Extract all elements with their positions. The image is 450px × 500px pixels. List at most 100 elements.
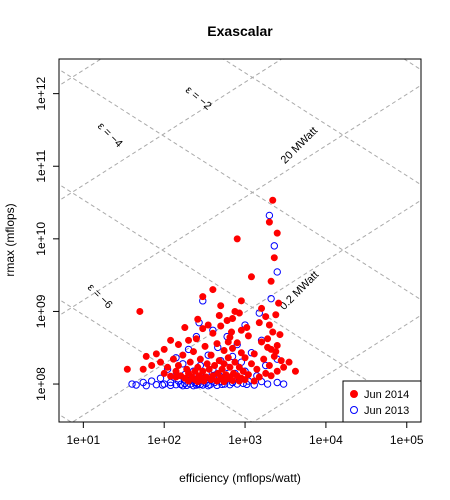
point-jun-2014 <box>269 196 277 204</box>
point-jun-2014 <box>272 348 280 356</box>
point-jun-2014 <box>160 345 168 353</box>
point-jun-2014 <box>275 299 283 307</box>
point-jun-2014 <box>291 367 299 375</box>
point-jun-2014 <box>235 309 243 317</box>
point-jun-2013 <box>204 381 212 390</box>
point-jun-2014 <box>215 311 223 319</box>
point-jun-2014 <box>194 378 202 386</box>
point-jun-2013 <box>152 380 161 389</box>
point-jun-2014 <box>169 355 177 363</box>
point-jun-2013 <box>279 380 288 388</box>
point-jun-2013 <box>132 381 140 389</box>
point-jun-2014 <box>250 350 258 358</box>
point-jun-2014 <box>152 350 160 358</box>
point-jun-2013 <box>265 211 274 220</box>
point-jun-2014 <box>277 357 285 365</box>
point-jun-2014 <box>205 365 213 373</box>
x-tick-label: 1e+03 <box>228 433 262 447</box>
point-jun-2014 <box>255 319 263 327</box>
point-jun-2014 <box>250 377 258 385</box>
point-jun-2014 <box>199 325 207 333</box>
point-jun-2014 <box>174 341 182 349</box>
point-jun-2014 <box>226 363 234 371</box>
annotation-label: 0.2 MWatt <box>278 269 322 313</box>
point-jun-2013 <box>263 380 272 388</box>
point-jun-2014 <box>280 363 288 371</box>
x-tick-label: 1e+04 <box>309 433 343 447</box>
annotation-label: 20 MWatt <box>279 125 320 166</box>
annotations: ε = −2 ε = −4 ε = −6 20 MWatt 0.2 MWatt <box>85 84 321 312</box>
point-jun-2014 <box>228 328 236 336</box>
point-jun-2013 <box>176 380 185 389</box>
point-jun-2014 <box>267 277 275 285</box>
point-jun-2014 <box>255 373 263 381</box>
x-tick-label: 1e+02 <box>147 433 181 447</box>
point-jun-2014 <box>189 348 197 356</box>
point-jun-2014 <box>233 235 241 243</box>
grid-line-falling <box>0 0 450 355</box>
point-jun-2014 <box>148 362 156 370</box>
point-jun-2014 <box>237 297 245 305</box>
point-jun-2014 <box>253 365 261 373</box>
point-jun-2014 <box>201 342 209 350</box>
point-jun-2014 <box>191 367 199 375</box>
data-points <box>123 196 299 390</box>
y-axis-label: rmax (mflops) <box>3 203 17 276</box>
point-jun-2014 <box>258 304 266 312</box>
point-jun-2014 <box>220 346 228 354</box>
point-jun-2014 <box>179 351 187 359</box>
legend-marker-jun-2013 <box>350 406 358 414</box>
point-jun-2014 <box>185 336 193 344</box>
legend: Jun 2014 Jun 2013 <box>342 380 422 423</box>
point-jun-2014 <box>186 358 194 366</box>
annotation-label: ε = −2 <box>183 84 214 112</box>
point-jun-2014 <box>218 365 226 373</box>
plot-frame <box>58 58 422 423</box>
point-jun-2014 <box>272 311 280 319</box>
point-jun-2013 <box>147 377 156 385</box>
point-jun-2014 <box>241 354 249 362</box>
point-jun-2014 <box>247 273 255 281</box>
point-jun-2013 <box>158 381 167 389</box>
x-axis-label: efficiency (mflops/watt) <box>179 471 301 485</box>
point-jun-2014 <box>241 376 249 384</box>
grid-line-falling <box>0 0 450 10</box>
point-jun-2013 <box>273 268 281 276</box>
point-jun-2014 <box>172 373 180 381</box>
point-jun-2014 <box>285 358 293 366</box>
point-jun-2014 <box>194 315 202 323</box>
point-jun-2014 <box>209 329 217 337</box>
point-jun-2014 <box>270 254 278 262</box>
point-jun-2014 <box>264 335 272 343</box>
point-jun-2014 <box>273 367 281 375</box>
point-jun-2014 <box>265 218 273 226</box>
point-jun-2014 <box>156 358 164 366</box>
x-axis: 1e+01 1e+02 1e+03 1e+04 1e+05 <box>66 422 424 447</box>
legend-box <box>342 380 422 423</box>
point-jun-2014 <box>229 376 237 384</box>
legend-label-jun-2013: Jun 2013 <box>364 405 409 417</box>
point-jun-2014 <box>213 377 221 385</box>
point-jun-2014 <box>223 317 231 325</box>
point-jun-2014 <box>199 293 207 301</box>
point-jun-2014 <box>235 377 243 385</box>
point-jun-2014 <box>174 362 182 370</box>
y-tick-label: 1e+10 <box>34 222 48 256</box>
point-jun-2014 <box>276 331 284 339</box>
point-jun-2013 <box>142 381 150 390</box>
point-jun-2014 <box>243 324 251 332</box>
point-jun-2014 <box>211 362 219 370</box>
point-jun-2014 <box>239 367 247 375</box>
chart-title: Exascalar <box>207 23 273 39</box>
y-tick-label: 1e+12 <box>34 76 48 110</box>
point-jun-2014 <box>237 349 245 357</box>
point-jun-2014 <box>217 322 225 330</box>
point-jun-2014 <box>215 357 223 365</box>
point-jun-2014 <box>142 352 150 360</box>
y-tick-label: 1e+08 <box>34 367 48 401</box>
y-axis: 1e+08 1e+09 1e+10 1e+11 1e+12 <box>34 76 59 401</box>
point-jun-2014 <box>160 369 168 377</box>
point-jun-2014 <box>217 302 225 310</box>
point-jun-2014 <box>200 377 208 385</box>
